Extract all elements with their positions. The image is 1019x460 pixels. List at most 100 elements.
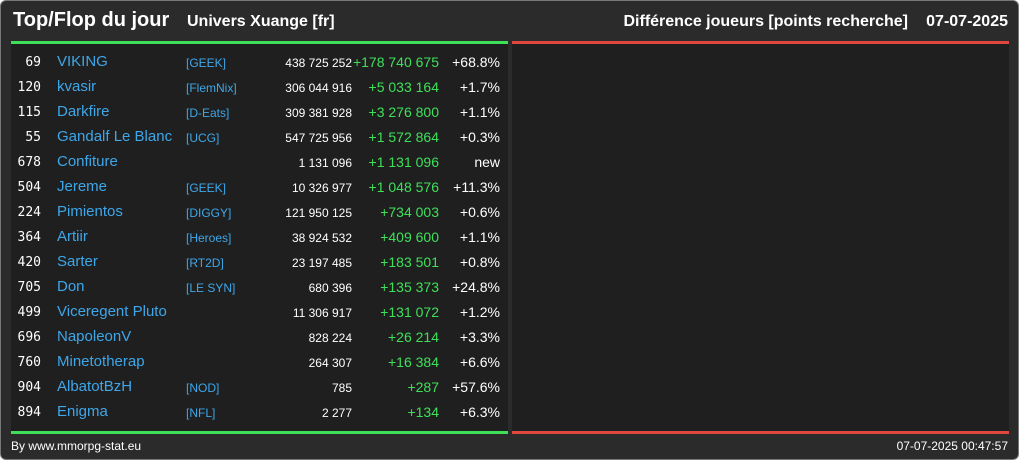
- player-name-link[interactable]: VIKING: [57, 53, 108, 70]
- points-difference: +1 048 576: [368, 179, 439, 195]
- player-points: 1 131 096: [298, 156, 352, 170]
- player-rank: 705: [17, 280, 41, 295]
- player-rank: 499: [17, 305, 41, 320]
- table-row: 760 Minetotherap 264 307 +16 384 +6.6%: [11, 351, 508, 376]
- player-rank: 678: [17, 155, 41, 170]
- header: Top/Flop du jour Univers Xuange [fr] Dif…: [1, 1, 1018, 41]
- player-name-link[interactable]: Sarter: [57, 253, 98, 270]
- table-row: 420 Sarter [RT2D] 23 197 485 +183 501 +0.8%: [11, 251, 508, 276]
- player-rank: 420: [17, 255, 41, 270]
- points-difference: +26 214: [388, 329, 439, 345]
- page-title: Top/Flop du jour: [13, 9, 170, 31]
- points-difference: +135 373: [380, 279, 439, 295]
- player-alliance[interactable]: [LE SYN]: [186, 281, 236, 295]
- table-row: 504 Jereme [GEEK] 10 326 977 +1 048 576 +11.3…: [11, 176, 508, 201]
- player-rank: 364: [17, 230, 41, 245]
- player-rank: 115: [17, 105, 41, 120]
- points-difference: +16 384: [388, 354, 439, 370]
- player-name-link[interactable]: Don: [57, 278, 85, 295]
- top-panel: 69 VIKING [GEEK] 438 725 252 +178 740 675 +68…: [11, 41, 508, 434]
- player-name-link[interactable]: Enigma: [57, 403, 108, 420]
- player-alliance[interactable]: [RT2D]: [186, 256, 224, 270]
- points-difference: +178 740 675: [352, 54, 439, 70]
- table-row: 224 Pimientos [DIGGY] 121 950 125 +734 003 +0…: [11, 201, 508, 226]
- player-name-link[interactable]: Minetotherap: [57, 353, 145, 370]
- points-difference: +734 003: [380, 204, 439, 220]
- percent-change: +57.6%: [452, 379, 500, 395]
- player-name-link[interactable]: kvasir: [57, 78, 97, 95]
- player-rank: 904: [17, 380, 41, 395]
- player-name-link[interactable]: AlbatotBzH: [57, 378, 133, 395]
- player-name-link[interactable]: Confiture: [57, 153, 118, 170]
- table-row: 115 Darkfire [D-Eats] 309 381 928 +3 276 800…: [11, 101, 508, 126]
- footer-timestamp: 07-07-2025 00:47:57: [896, 439, 1008, 453]
- points-difference: +287: [407, 379, 439, 395]
- player-alliance[interactable]: [GEEK]: [186, 56, 227, 70]
- player-alliance[interactable]: [NOD]: [186, 381, 220, 395]
- player-points: 309 381 928: [285, 106, 352, 120]
- player-alliance[interactable]: [Heroes]: [186, 231, 232, 245]
- player-rank: 120: [17, 80, 41, 95]
- percent-change: +24.8%: [452, 279, 500, 295]
- points-difference: +3 276 800: [368, 104, 439, 120]
- header-date: 07-07-2025: [926, 13, 1008, 30]
- footer-source: By www.mmorpg-stat.eu: [11, 439, 142, 453]
- player-name-link[interactable]: Gandalf Le Blanc: [57, 128, 173, 145]
- points-difference: +134: [407, 404, 439, 420]
- percent-change: +68.8%: [452, 54, 500, 70]
- player-points: 680 396: [308, 281, 352, 295]
- table-row: 55 Gandalf Le Blanc [UCG] 547 725 956 +1 572…: [11, 126, 508, 151]
- player-name-link[interactable]: Pimientos: [57, 203, 123, 220]
- player-points: 828 224: [308, 331, 352, 345]
- player-rank: 894: [17, 405, 41, 420]
- player-points: 264 307: [308, 356, 352, 370]
- player-points: 306 044 916: [285, 81, 352, 95]
- table-row: 69 VIKING [GEEK] 438 725 252 +178 740 675 +68…: [11, 51, 508, 76]
- difference-label: Différence joueurs [points recherche]: [623, 13, 908, 30]
- player-alliance[interactable]: [D-Eats]: [186, 106, 230, 120]
- top-list: 69 VIKING [GEEK] 438 725 252 +178 740 675 +68…: [11, 51, 508, 426]
- table-row: 120 kvasir [FlemNix] 306 044 916 +5 033 164 +…: [11, 76, 508, 101]
- table-row: 705 Don [LE SYN] 680 396 +135 373 +24.8%: [11, 276, 508, 301]
- player-name-link[interactable]: Jereme: [57, 178, 108, 195]
- player-points: 23 197 485: [291, 256, 352, 270]
- percent-change: +0.6%: [459, 204, 500, 220]
- player-alliance[interactable]: [DIGGY]: [186, 206, 232, 220]
- player-rank: 504: [17, 180, 41, 195]
- player-name-link[interactable]: Viceregent Pluto: [57, 303, 167, 320]
- player-alliance[interactable]: [UCG]: [186, 131, 220, 145]
- points-difference: +409 600: [380, 229, 439, 245]
- player-alliance[interactable]: [NFL]: [186, 406, 216, 420]
- percent-change: +3.3%: [459, 329, 500, 345]
- player-points: 438 725 252: [285, 56, 352, 70]
- percent-change: +1.1%: [459, 104, 500, 120]
- table-row: 696 NapoleonV 828 224 +26 214 +3.3%: [11, 326, 508, 351]
- points-difference: +1 131 096: [368, 154, 439, 170]
- percent-change: +6.6%: [459, 354, 500, 370]
- percent-change: +11.3%: [453, 179, 500, 195]
- player-name-link[interactable]: NapoleonV: [57, 328, 132, 345]
- table-row: 894 Enigma [NFL] 2 277 +134 +6.3%: [11, 401, 508, 426]
- percent-change: new: [474, 154, 500, 170]
- player-points: 547 725 956: [285, 131, 352, 145]
- player-rank: 69: [25, 55, 41, 70]
- percent-change: +1.1%: [459, 229, 500, 245]
- player-name-link[interactable]: Darkfire: [57, 103, 110, 120]
- player-alliance[interactable]: [GEEK]: [186, 181, 227, 195]
- player-rank: 224: [17, 205, 41, 220]
- table-row: 678 Confiture 1 131 096 +1 131 096 new: [11, 151, 508, 176]
- player-name-link[interactable]: Artiir: [57, 228, 88, 245]
- percent-change: +1.7%: [459, 79, 500, 95]
- table-row: 904 AlbatotBzH [NOD] 785 +287 +57.6%: [11, 376, 508, 401]
- points-difference: +1 572 864: [368, 129, 439, 145]
- server-name: Univers Xuange [fr]: [187, 13, 335, 30]
- percent-change: +6.3%: [459, 404, 500, 420]
- player-points: 11 306 917: [292, 306, 352, 320]
- player-rank: 696: [17, 330, 41, 345]
- player-alliance[interactable]: [FlemNix]: [186, 81, 237, 95]
- percent-change: +0.3%: [459, 129, 500, 145]
- percent-change: +0.8%: [459, 254, 500, 270]
- flop-panel: [512, 41, 1009, 434]
- player-points: 785: [331, 381, 352, 395]
